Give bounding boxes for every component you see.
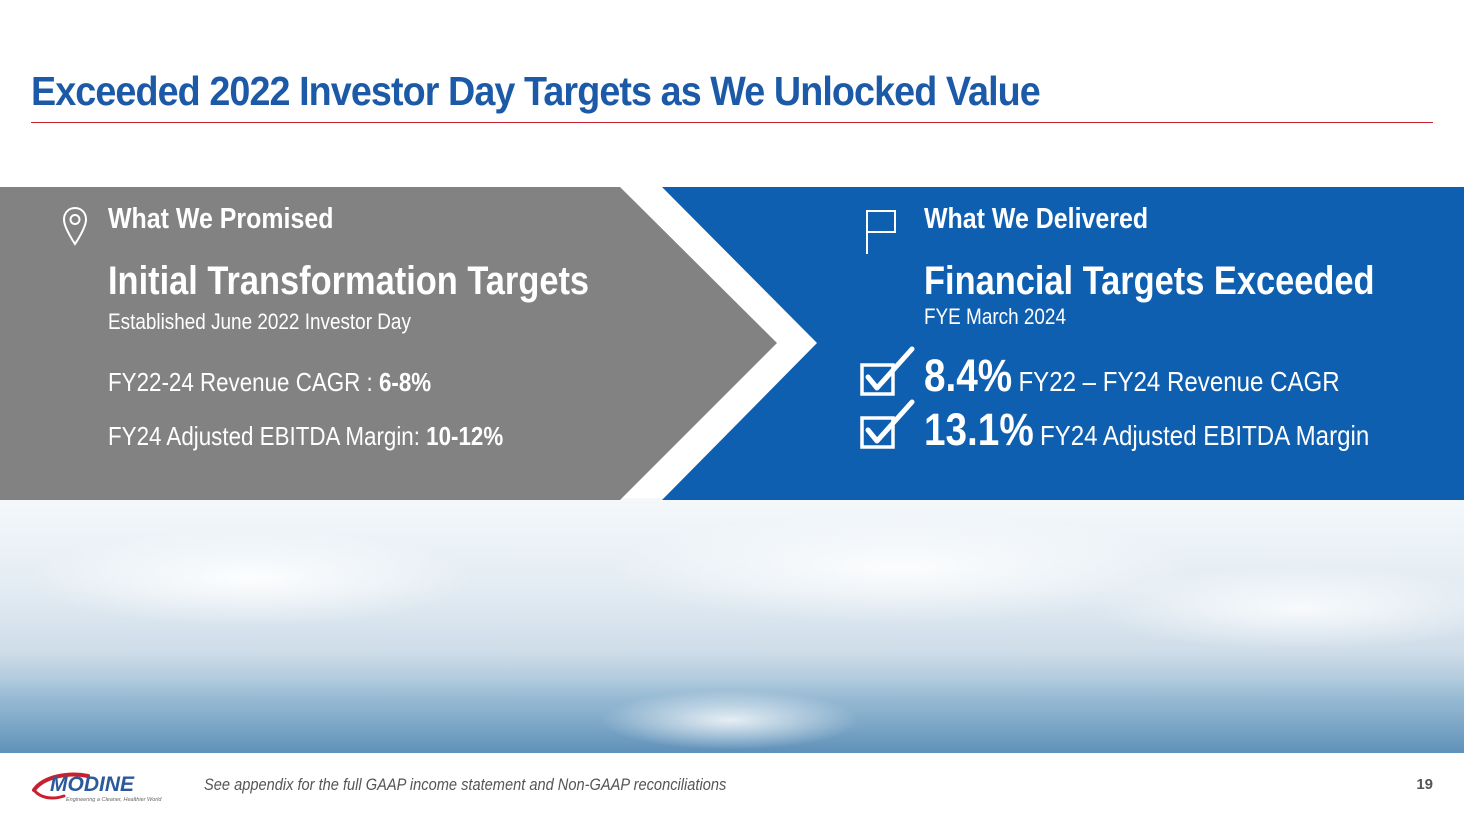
promised-label: What We Promised: [108, 203, 334, 235]
promised-subheading: Established June 2022 Investor Day: [108, 309, 411, 334]
slide-title: Exceeded 2022 Investor Day Targets as We…: [31, 68, 1041, 114]
delivered-label: What We Delivered: [924, 203, 1149, 235]
title-divider: [31, 122, 1433, 123]
background-glare: [600, 690, 860, 750]
promised-panel: [0, 187, 777, 500]
modine-logo: MODINE Engineering a Cleaner, Healthier …: [32, 772, 162, 803]
promised-metric-ebitda: FY24 Adjusted EBITDA Margin: 10-12%: [108, 421, 503, 452]
promised-heading: Initial Transformation Targets: [108, 259, 590, 303]
footnote: See appendix for the full GAAP income st…: [204, 775, 727, 794]
metric-value: 10-12%: [426, 421, 504, 451]
delivered-subheading: FYE March 2024: [924, 304, 1066, 329]
promised-metric-revenue: FY22-24 Revenue CAGR : 6-8%: [108, 367, 431, 398]
delivered-result-ebitda: 13.1% FY24 Adjusted EBITDA Margin: [924, 404, 1369, 456]
result-value: 8.4%: [924, 350, 1013, 401]
result-description: FY22 – FY24 Revenue CAGR: [1018, 366, 1340, 397]
delivered-result-revenue: 8.4% FY22 – FY24 Revenue CAGR: [924, 350, 1340, 402]
delivered-heading: Financial Targets Exceeded: [924, 259, 1375, 303]
checkbox-checked-icon: [860, 399, 915, 449]
location-pin-icon: [62, 206, 88, 246]
logo-text: MODINE: [50, 773, 135, 796]
page-number: 19: [1416, 776, 1433, 793]
flag-icon: [866, 210, 896, 254]
metric-label: FY24 Adjusted EBITDA Margin:: [108, 421, 427, 451]
checkbox-checked-icon: [860, 346, 915, 396]
result-description: FY24 Adjusted EBITDA Margin: [1039, 420, 1370, 451]
metric-label: FY22-24 Revenue CAGR :: [108, 367, 379, 397]
logo-tagline: Engineering a Cleaner, Healthier World: [66, 797, 162, 803]
metric-value: 6-8%: [378, 367, 432, 397]
result-value: 13.1%: [924, 404, 1034, 455]
